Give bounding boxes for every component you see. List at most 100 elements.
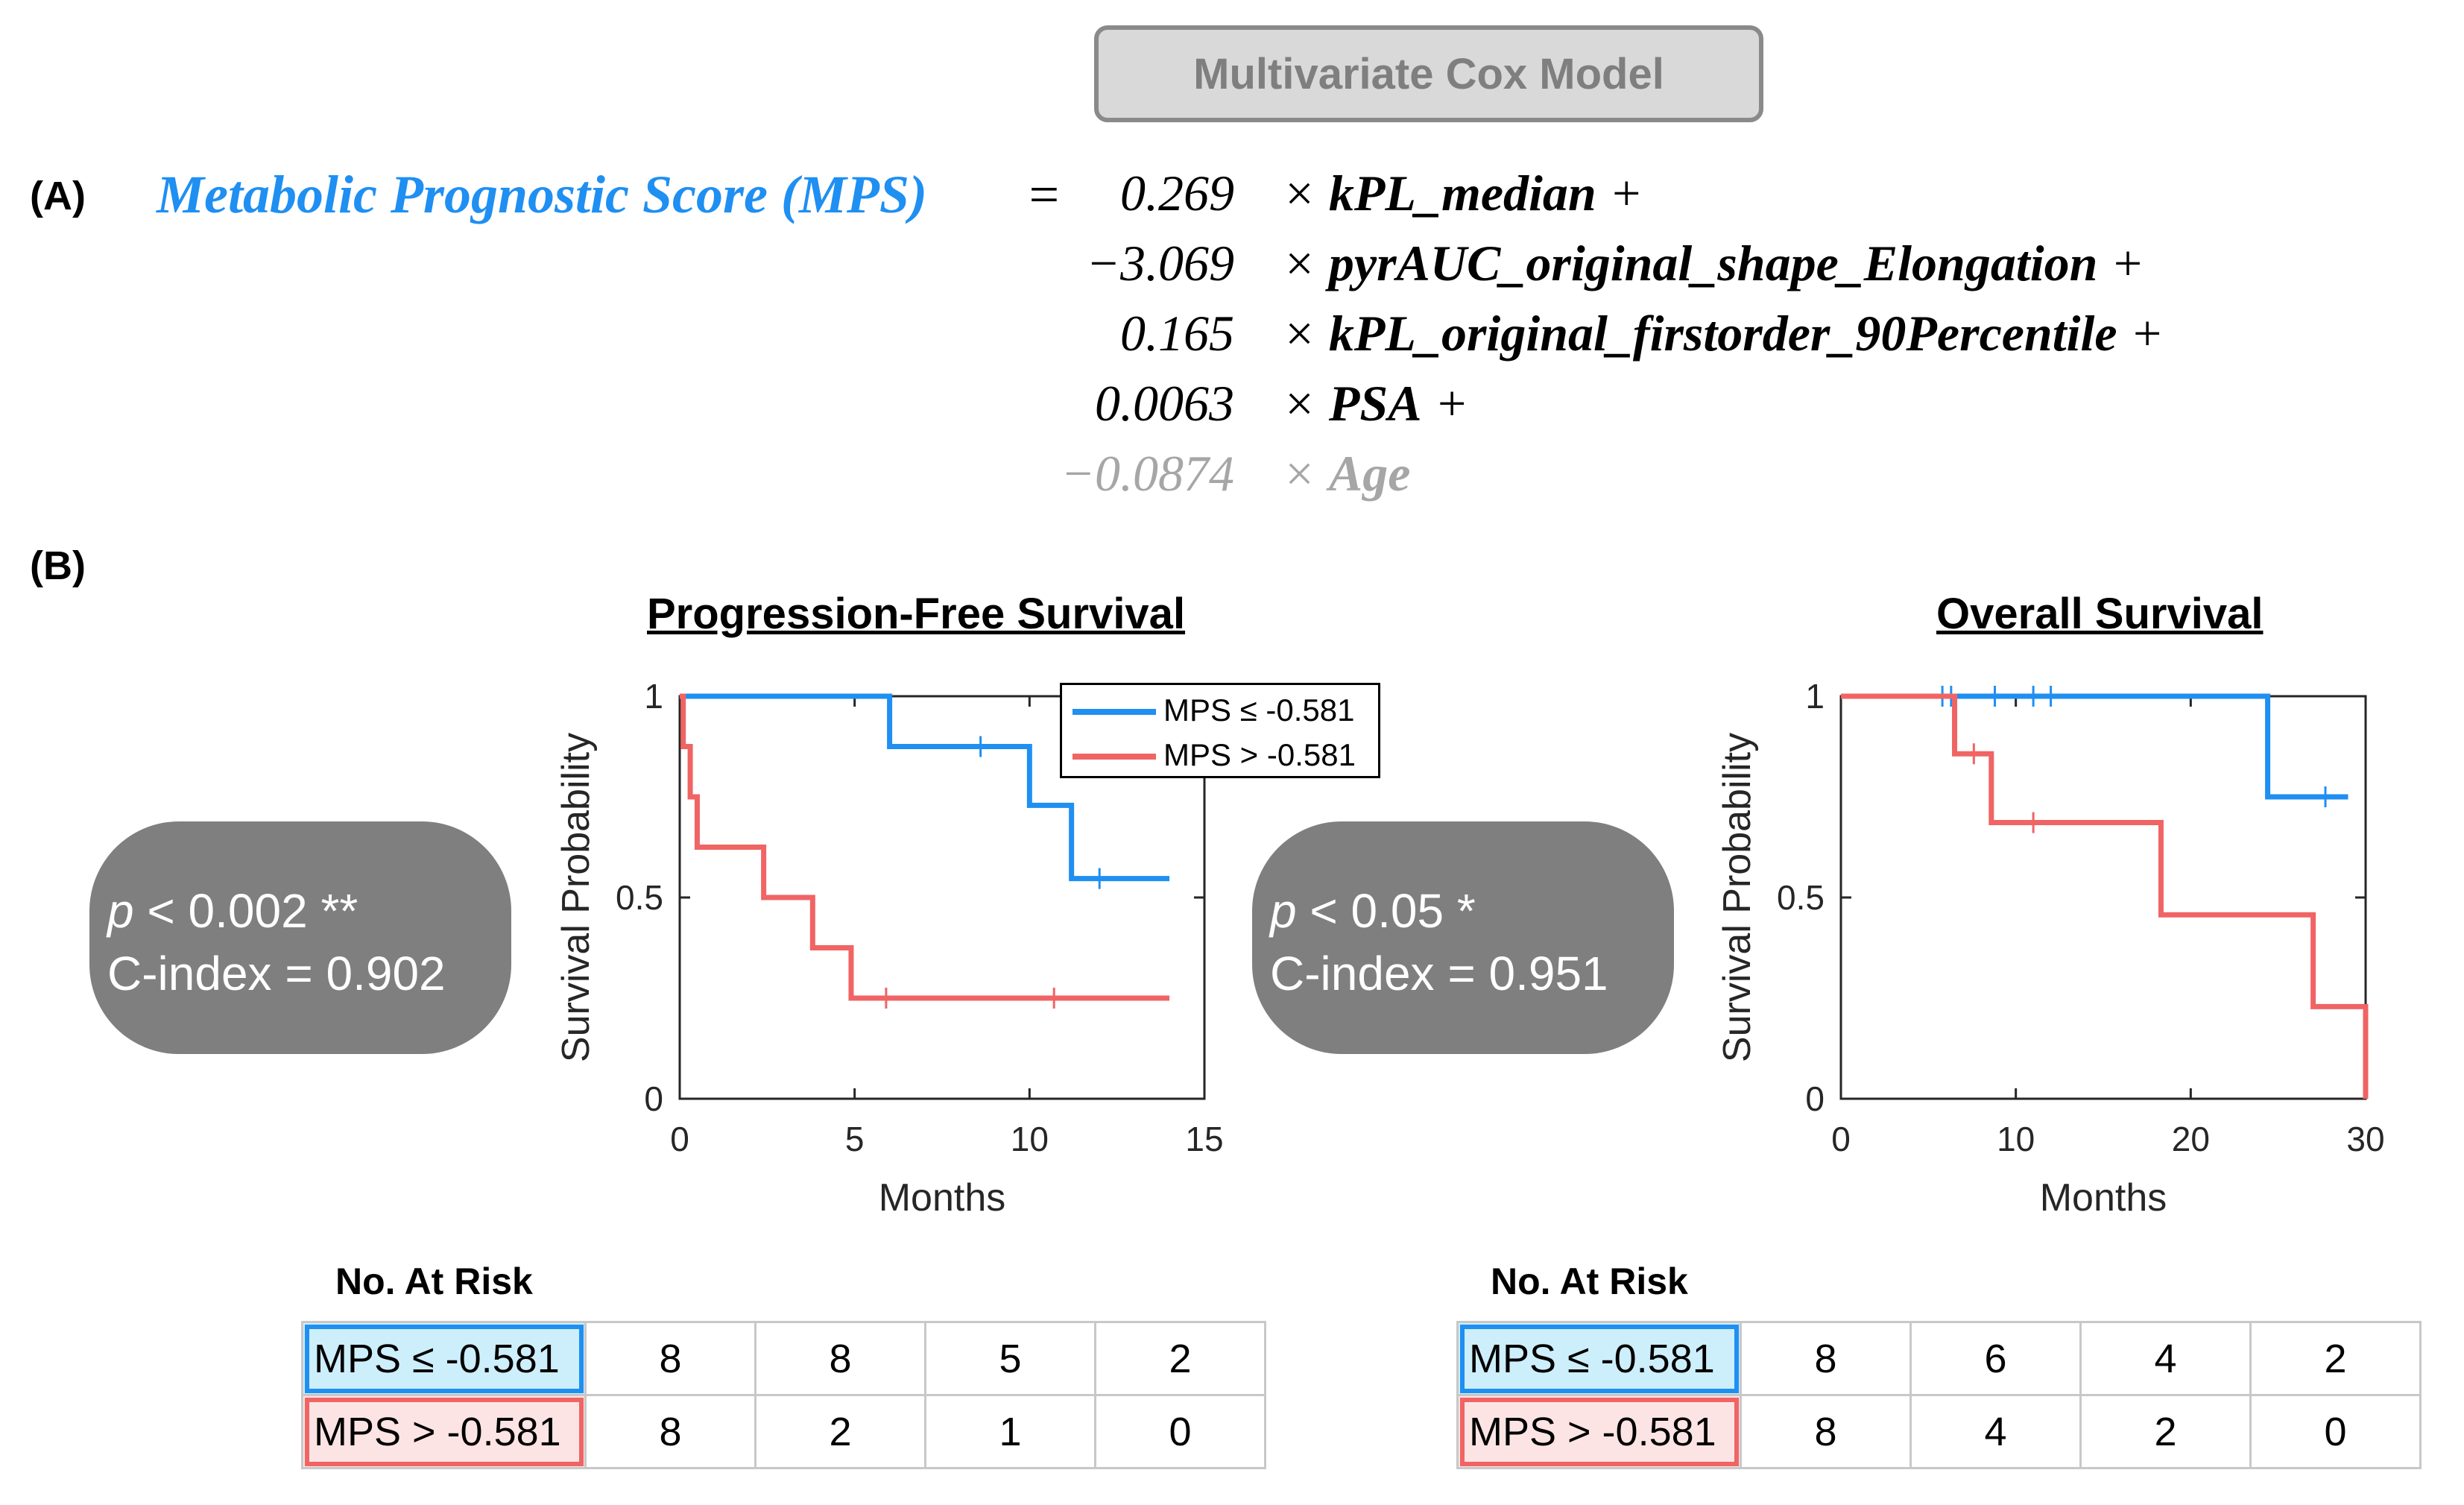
- coef-4: 0.0063: [1095, 375, 1234, 432]
- os-x-tick-label: 30: [2346, 1120, 2384, 1158]
- os-x-tick-label: 20: [2172, 1120, 2210, 1158]
- os-x-tick-label: 10: [1997, 1120, 2035, 1158]
- model-title-box: Multivariate Cox Model: [1094, 25, 1763, 122]
- times-1: ×: [1282, 165, 1316, 221]
- table-row: MPS > -0.581 8 4 2 0: [1456, 1394, 2422, 1469]
- variable-4: PSA: [1328, 375, 1422, 432]
- coef-2: −3.069: [1086, 235, 1234, 291]
- os-chart: 0 10 20 30 0 0.5 1 Months Survival Probability: [1716, 677, 2385, 1220]
- pfs-series-high-line: [680, 693, 1170, 1001]
- risk-cell: 6: [1909, 1321, 2082, 1396]
- risk-cell: 2: [2079, 1394, 2252, 1469]
- panel-label-b: (B): [30, 543, 86, 588]
- pfs-x-tick-label: 15: [1185, 1120, 1223, 1158]
- pfs-x-tick-label: 10: [1011, 1120, 1049, 1158]
- risk-cell: 0: [1094, 1394, 1266, 1469]
- pfs-y-axis-label: Survival Probability: [555, 733, 598, 1062]
- times-5: ×: [1282, 445, 1316, 502]
- variable-2: pyrAUC_original_shape_Elongation: [1328, 235, 2098, 291]
- pfs-p-value: p < 0.002 **: [107, 884, 358, 938]
- risk-label-low: MPS ≤ -0.581: [1456, 1321, 1742, 1396]
- term-4: × PSA +: [1282, 374, 1469, 433]
- os-x-tick-label: 0: [1831, 1120, 1851, 1158]
- coef-1: 0.269: [1120, 165, 1234, 221]
- os-y-tick-label: 1: [1805, 677, 1825, 716]
- pfs-series-low-line: [680, 693, 1170, 882]
- risk-cell: 0: [2249, 1394, 2422, 1469]
- equation-lhs: Metabolic Prognostic Score (MPS): [157, 165, 927, 224]
- table-row: MPS ≤ -0.581 8 6 4 2: [1456, 1321, 2422, 1396]
- pfs-x-tick-label: 0: [670, 1120, 689, 1158]
- coef-3: 0.165: [1120, 305, 1234, 362]
- risk-cell: 5: [924, 1321, 1096, 1396]
- times-4: ×: [1282, 375, 1316, 432]
- os-y-axis-label: Survival Probability: [1716, 733, 1759, 1062]
- risk-cell: 8: [1740, 1321, 1912, 1396]
- times-2: ×: [1282, 235, 1316, 291]
- term-3: × kPL_original_firstorder_90Percentile +: [1282, 304, 2164, 363]
- os-y-tick-label: 0: [1805, 1079, 1825, 1118]
- variable-5: Age: [1328, 445, 1411, 502]
- risk-cell: 8: [584, 1394, 756, 1469]
- pfs-x-tick-label: 5: [845, 1120, 865, 1158]
- pfs-risk-title: No. At Risk: [335, 1261, 533, 1302]
- pfs-c-index: C-index = 0.902: [107, 947, 446, 1000]
- table-row: MPS ≤ -0.581 8 8 5 2: [301, 1321, 1266, 1396]
- plus-1: +: [1608, 165, 1643, 221]
- equation-equals: =: [1026, 165, 1062, 224]
- plus-3: +: [2129, 305, 2164, 362]
- term-1: × kPL_median +: [1282, 164, 1643, 223]
- risk-cell: 8: [584, 1321, 756, 1396]
- plus-4: +: [1434, 375, 1469, 432]
- os-p-value: p < 0.05 *: [1270, 884, 1476, 938]
- pfs-legend: MPS ≤ -0.581 MPS > -0.581: [1060, 683, 1380, 778]
- risk-cell: 4: [1909, 1394, 2082, 1469]
- equation-term-4: 0.0063 × PSA +: [0, 374, 2464, 444]
- times-3: ×: [1282, 305, 1316, 362]
- pfs-y-tick-label: 0: [644, 1079, 663, 1118]
- os-axes-box: [1839, 695, 2367, 1100]
- pfs-stats-box: p < 0.002 ** C-index = 0.902: [89, 821, 511, 1054]
- equation-term-2: −3.069 × pyrAUC_original_shape_Elongatio…: [0, 234, 2464, 304]
- risk-cell: 8: [754, 1321, 926, 1396]
- risk-label-low: MPS ≤ -0.581: [301, 1321, 587, 1396]
- variable-1: kPL_median: [1328, 165, 1596, 221]
- pfs-title: Progression-Free Survival: [647, 590, 1186, 638]
- plus-2: +: [2110, 235, 2145, 291]
- risk-label-high: MPS > -0.581: [1456, 1394, 1742, 1469]
- pfs-risk-table: MPS ≤ -0.581 8 8 5 2 MPS > -0.581 8 2 1 …: [301, 1321, 1266, 1469]
- os-series-low-line: [1841, 693, 2348, 800]
- equation-term-5: −0.0874 × Age: [0, 444, 2464, 514]
- panel-label-a: (A): [30, 174, 86, 218]
- legend-label-high: MPS > -0.581: [1163, 737, 1356, 772]
- legend-label-low: MPS ≤ -0.581: [1163, 692, 1355, 728]
- os-series-high-line: [1841, 693, 2369, 1099]
- coef-5: −0.0874: [1061, 445, 1234, 502]
- variable-3: kPL_original_firstorder_90Percentile: [1328, 305, 2117, 362]
- equation-term-3: 0.165 × kPL_original_firstorder_90Percen…: [0, 304, 2464, 374]
- risk-cell: 8: [1740, 1394, 1912, 1469]
- pfs-y-tick-label: 1: [644, 677, 663, 716]
- legend-line-high: [1073, 754, 1156, 760]
- os-risk-title: No. At Risk: [1491, 1261, 1688, 1302]
- risk-cell: 1: [924, 1394, 1096, 1469]
- risk-cell: 2: [1094, 1321, 1266, 1396]
- risk-cell: 4: [2079, 1321, 2252, 1396]
- legend-line-low: [1073, 709, 1156, 715]
- model-title: Multivariate Cox Model: [1193, 49, 1664, 98]
- pfs-chart: 0 5 10 15 0 0.5 1 Months Survival Probability: [555, 677, 1224, 1220]
- equation-term-1: 0.269 × kPL_median +: [0, 164, 2464, 234]
- os-x-axis-label: Months: [2040, 1176, 2167, 1220]
- risk-cell: 2: [2249, 1321, 2422, 1396]
- os-stats-box: p < 0.05 * C-index = 0.951: [1252, 821, 1674, 1054]
- pfs-y-tick-label: 0.5: [616, 878, 663, 917]
- term-5: × Age: [1282, 444, 1410, 503]
- os-title: Overall Survival: [1936, 590, 2264, 638]
- os-c-index: C-index = 0.951: [1270, 947, 1608, 1000]
- risk-label-high: MPS > -0.581: [301, 1394, 587, 1469]
- os-y-tick-label: 0.5: [1777, 878, 1825, 917]
- term-2: × pyrAUC_original_shape_Elongation +: [1282, 234, 2144, 293]
- risk-cell: 2: [754, 1394, 926, 1469]
- pfs-x-axis-label: Months: [879, 1176, 1006, 1220]
